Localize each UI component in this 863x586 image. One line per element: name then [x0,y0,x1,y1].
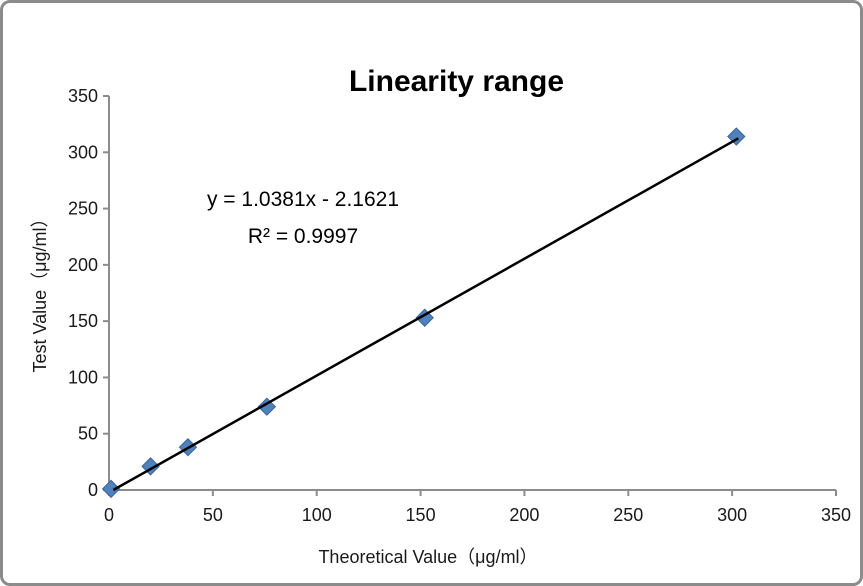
x-tick-label: 150 [406,505,436,525]
chart-title: Linearity range [348,65,565,98]
trendline-equation-text: y = 1.0381x - 2.1621 [206,188,400,211]
x-tick-label: 300 [717,505,747,525]
trendline-annotation: y = 1.0381x - 2.1621 R² = 0.9997 [153,181,453,255]
y-tick-label: 50 [78,424,98,444]
x-tick-label: 50 [203,505,223,525]
y-tick-label: 150 [68,311,98,331]
y-tick-label: 300 [68,142,98,162]
x-tick-label: 350 [821,505,851,525]
x-tick-label: 0 [104,505,114,525]
y-tick-label: 100 [68,367,98,387]
y-tick-label: 250 [68,199,98,219]
y-tick-label: 200 [68,255,98,275]
x-tick-label: 100 [302,505,332,525]
x-tick-label: 200 [509,505,539,525]
trendline [112,137,739,492]
data-point [101,479,121,499]
x-tick-label: 250 [613,505,643,525]
scatter-plot-canvas: 0 50 100 150 200 250 300 350 0 50 100 150 200 250 300 3… [68,86,851,525]
r-squared-text: R² = 0.9997 [247,225,359,248]
x-axis-title: Theoretical Value（μg/ml） [318,547,538,567]
y-tick-label: 0 [88,480,98,500]
y-tick-label: 350 [68,86,98,106]
y-axis-title: Test Value（μg/ml） [30,209,50,373]
